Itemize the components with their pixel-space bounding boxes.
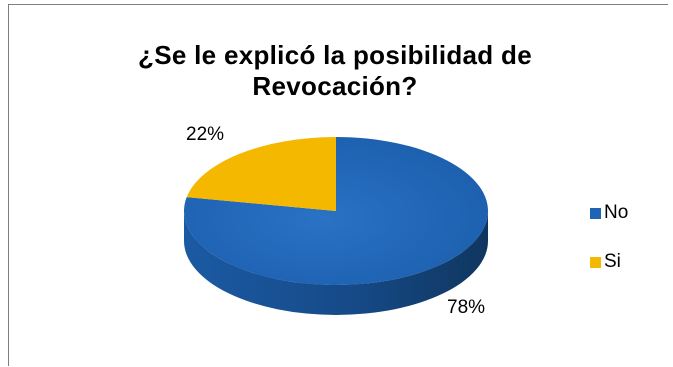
data-label-si: 22% (186, 124, 225, 145)
pie-slice-no (184, 137, 489, 286)
legend-label-no: No (604, 202, 629, 223)
legend-item-si: Si (590, 251, 628, 272)
pie-slice-si (186, 137, 336, 211)
data-label-no: 78% (447, 297, 486, 318)
legend: No Si (590, 202, 629, 301)
chart-title-line2: Revocación? (252, 71, 418, 101)
legend-item-no: No (590, 202, 629, 223)
legend-label-si: Si (604, 251, 621, 272)
legend-swatch-no (590, 207, 601, 219)
chart-title: ¿Se le explicó la posibilidad de Revocac… (40, 40, 630, 102)
legend-swatch-si (590, 256, 601, 268)
chart-frame (8, 4, 668, 366)
chart-title-line1: ¿Se le explicó la posibilidad de (138, 40, 532, 70)
pie-side-no (184, 211, 488, 315)
